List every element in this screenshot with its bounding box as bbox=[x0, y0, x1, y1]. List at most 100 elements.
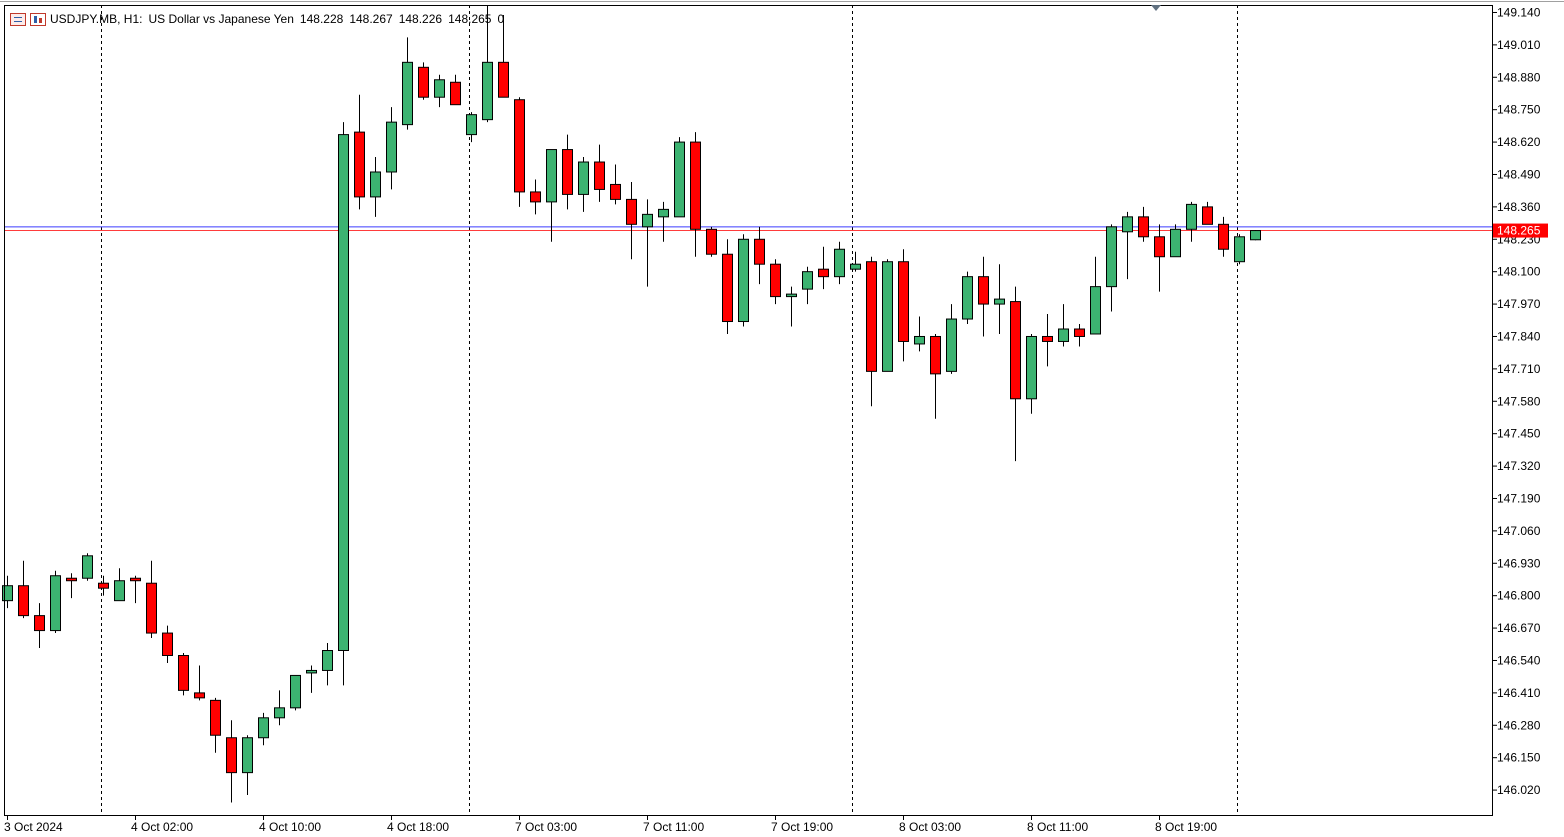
candle bbox=[50, 570, 61, 634]
candle bbox=[322, 643, 333, 686]
bear-candle-body bbox=[610, 183, 621, 200]
candle bbox=[338, 122, 349, 686]
candle bbox=[258, 712, 269, 746]
candles bbox=[2, 5, 1261, 803]
y-tick-label: 148.100 bbox=[1497, 265, 1541, 279]
candle bbox=[1042, 314, 1053, 367]
bull-candle-body bbox=[1122, 216, 1133, 233]
bull-candle-body bbox=[738, 238, 749, 323]
x-tick-label: 8 Oct 19:00 bbox=[1155, 820, 1217, 834]
candle bbox=[1202, 201, 1213, 225]
bull-candle-body bbox=[546, 149, 557, 203]
bull-candle-body bbox=[322, 650, 333, 671]
candle bbox=[1138, 206, 1149, 242]
candle bbox=[1122, 211, 1133, 280]
candle bbox=[1010, 286, 1021, 462]
candle bbox=[914, 316, 925, 352]
time-axis: 3 Oct 2024 4 Oct 02:00 4 Oct 10:00 4 Oct 18… bbox=[4, 815, 1217, 834]
bear-candle-body bbox=[130, 577, 141, 582]
bear-candle-body bbox=[162, 632, 173, 656]
bull-candle-body bbox=[114, 580, 125, 602]
bear-candle-body bbox=[690, 141, 701, 230]
chart-header: USDJPY.MB, H1: US Dollar vs Japanese Yen… bbox=[10, 11, 510, 27]
x-tick-label: 4 Oct 02:00 bbox=[131, 820, 193, 834]
candle bbox=[1026, 333, 1037, 414]
bear-candle-body bbox=[1202, 206, 1213, 225]
x-tick-label: 4 Oct 10:00 bbox=[259, 820, 321, 834]
candle bbox=[1170, 224, 1181, 258]
bull-candle-body bbox=[242, 737, 253, 774]
bear-candle-body bbox=[594, 161, 605, 190]
candle bbox=[850, 251, 861, 272]
candle bbox=[562, 134, 573, 210]
bull-candle-body bbox=[1106, 226, 1117, 288]
candle bbox=[722, 239, 733, 334]
bear-candle-body bbox=[226, 737, 237, 774]
x-tick-label: 3 Oct 2024 bbox=[4, 820, 63, 834]
candle bbox=[1090, 256, 1101, 335]
bull-candle-body bbox=[466, 114, 477, 136]
bear-candle-body bbox=[754, 238, 765, 265]
x-tick-label: 8 Oct 11:00 bbox=[1027, 820, 1088, 834]
candle bbox=[66, 573, 77, 599]
candle bbox=[546, 149, 557, 242]
bull-candle-body bbox=[482, 61, 493, 121]
market-watch-icon[interactable] bbox=[10, 12, 26, 26]
candle bbox=[178, 653, 189, 696]
bull-candle-body bbox=[1026, 335, 1037, 400]
bear-candle-body bbox=[98, 582, 109, 589]
bear-candle-body bbox=[418, 66, 429, 98]
candle bbox=[146, 560, 157, 639]
chart-type-icon[interactable] bbox=[30, 12, 46, 26]
bear-candle-body bbox=[626, 198, 637, 225]
y-tick-label: 146.800 bbox=[1497, 589, 1541, 603]
candle bbox=[434, 74, 445, 108]
bear-candle-body bbox=[1074, 328, 1085, 337]
symbol-description: US Dollar vs Japanese Yen bbox=[148, 12, 294, 26]
bear-candle-body bbox=[930, 335, 941, 375]
bear-candle-body bbox=[898, 261, 909, 342]
candle bbox=[194, 665, 205, 701]
candle bbox=[18, 560, 29, 619]
bid-ask-lines bbox=[4, 226, 1492, 232]
y-tick-label: 147.320 bbox=[1497, 459, 1541, 473]
candle bbox=[466, 112, 477, 143]
candle bbox=[978, 256, 989, 337]
high-value: 148.267 bbox=[349, 12, 393, 26]
candle bbox=[834, 241, 845, 285]
candle bbox=[386, 107, 397, 190]
candle bbox=[354, 94, 365, 210]
candle bbox=[1250, 230, 1261, 241]
bull-candle-body bbox=[994, 298, 1005, 305]
y-tick-label: 148.880 bbox=[1497, 70, 1541, 84]
y-tick-label: 147.060 bbox=[1497, 524, 1541, 538]
bear-candle-body bbox=[146, 582, 157, 634]
candle bbox=[402, 37, 413, 130]
candle bbox=[738, 234, 749, 327]
candle bbox=[706, 226, 717, 257]
candle bbox=[962, 271, 973, 325]
y-tick-label: 148.360 bbox=[1497, 200, 1541, 214]
bear-candle-body bbox=[706, 228, 717, 255]
candle bbox=[274, 690, 285, 726]
candle bbox=[1074, 324, 1085, 347]
bull-candle-body bbox=[370, 171, 381, 198]
x-tick-label: 8 Oct 03:00 bbox=[899, 820, 961, 834]
bull-candle-body bbox=[786, 293, 797, 298]
bull-candle-body bbox=[914, 335, 925, 345]
candle bbox=[98, 575, 109, 596]
bull-candle-body bbox=[578, 161, 589, 195]
bull-candle-body bbox=[2, 585, 13, 602]
bear-candle-body bbox=[210, 699, 221, 736]
bear-candle-body bbox=[530, 191, 541, 203]
candle bbox=[370, 157, 381, 217]
bull-candle-body bbox=[82, 555, 93, 579]
open-value: 148.228 bbox=[299, 12, 344, 26]
bull-candle-body bbox=[1250, 230, 1261, 241]
candle bbox=[610, 164, 621, 205]
bull-candle-body bbox=[306, 669, 317, 674]
candle bbox=[82, 553, 93, 581]
close-value: 148.265 bbox=[448, 12, 492, 26]
period-separators bbox=[101, 5, 1238, 815]
